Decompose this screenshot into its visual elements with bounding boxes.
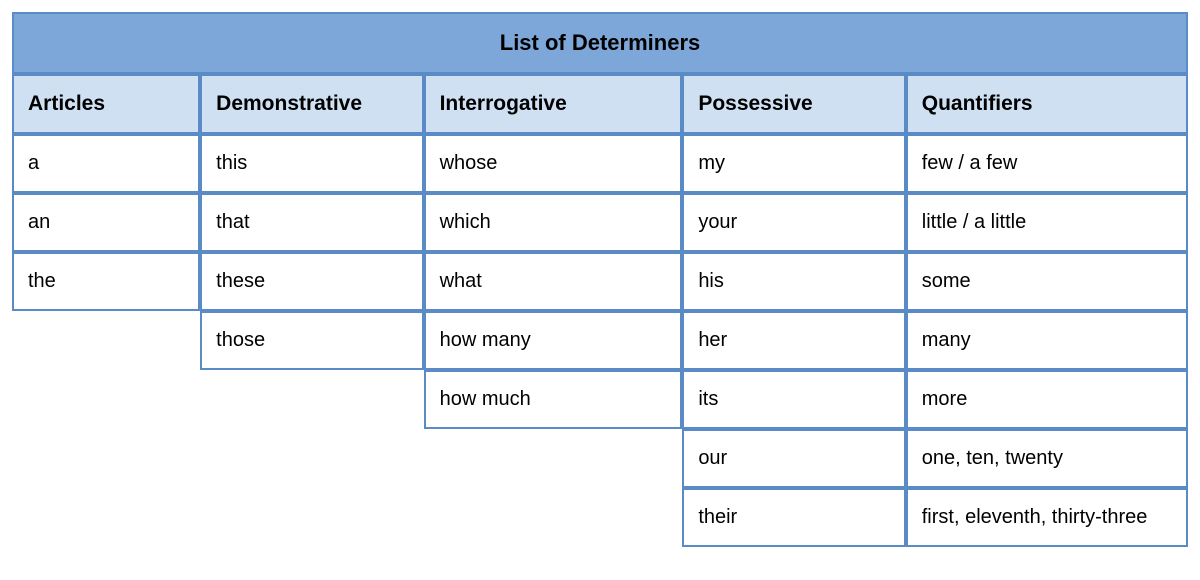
table-row: an that which your little / a little	[12, 193, 1188, 252]
col-head-demonstrative: Demonstrative	[200, 74, 423, 134]
empty-cell	[424, 488, 683, 547]
col-head-possessive: Possessive	[682, 74, 905, 134]
cell: an	[12, 193, 200, 252]
empty-cell	[12, 311, 200, 370]
cell: whose	[424, 134, 683, 193]
col-head-quantifiers: Quantifiers	[906, 74, 1188, 134]
cell: a	[12, 134, 200, 193]
cell: our	[682, 429, 905, 488]
cell: how many	[424, 311, 683, 370]
empty-cell	[12, 488, 200, 547]
col-head-interrogative: Interrogative	[424, 74, 683, 134]
empty-cell	[200, 429, 423, 488]
cell: these	[200, 252, 423, 311]
empty-cell	[424, 429, 683, 488]
table-row: the these what his some	[12, 252, 1188, 311]
table-row: how much its more	[12, 370, 1188, 429]
cell: more	[906, 370, 1188, 429]
cell: many	[906, 311, 1188, 370]
empty-cell	[12, 370, 200, 429]
table-title: List of Determiners	[12, 12, 1188, 74]
empty-cell	[200, 370, 423, 429]
cell: his	[682, 252, 905, 311]
cell: her	[682, 311, 905, 370]
cell: what	[424, 252, 683, 311]
cell: its	[682, 370, 905, 429]
empty-cell	[200, 488, 423, 547]
cell: that	[200, 193, 423, 252]
cell: my	[682, 134, 905, 193]
cell: first, eleventh, thirty-three	[906, 488, 1188, 547]
cell: which	[424, 193, 683, 252]
table-row: those how many her many	[12, 311, 1188, 370]
cell: some	[906, 252, 1188, 311]
cell: little / a little	[906, 193, 1188, 252]
determiners-table: List of Determiners Articles Demonstrati…	[12, 12, 1188, 547]
col-head-articles: Articles	[12, 74, 200, 134]
cell: how much	[424, 370, 683, 429]
cell: this	[200, 134, 423, 193]
determiners-table-container: List of Determiners Articles Demonstrati…	[12, 12, 1188, 547]
empty-cell	[12, 429, 200, 488]
cell: their	[682, 488, 905, 547]
cell: few / a few	[906, 134, 1188, 193]
cell: your	[682, 193, 905, 252]
cell: the	[12, 252, 200, 311]
cell: one, ten, twenty	[906, 429, 1188, 488]
table-row: their first, eleventh, thirty-three	[12, 488, 1188, 547]
table-row: our one, ten, twenty	[12, 429, 1188, 488]
cell: those	[200, 311, 423, 370]
table-row: a this whose my few / a few	[12, 134, 1188, 193]
